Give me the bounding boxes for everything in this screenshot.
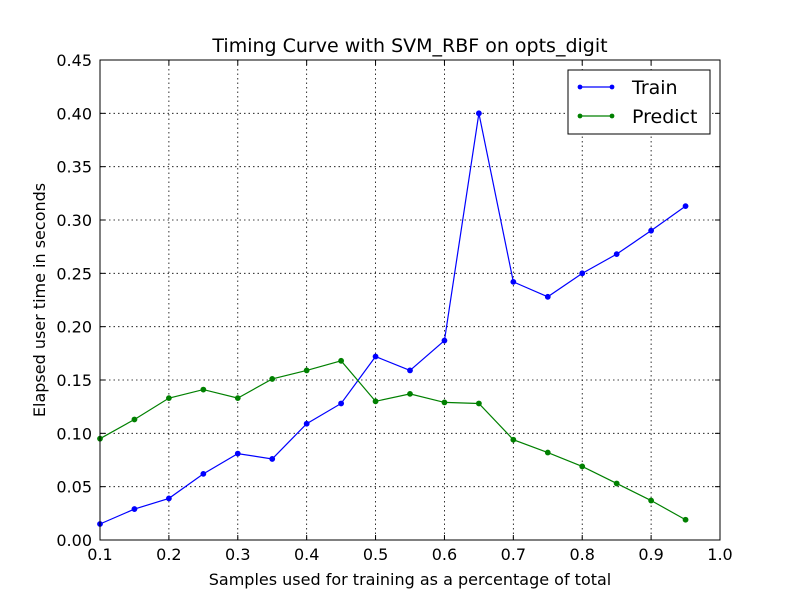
x-tick-label: 0.9 xyxy=(638,545,663,564)
data-point-predict xyxy=(579,463,586,470)
y-tick-label: 0.40 xyxy=(56,104,92,123)
series-line-predict xyxy=(99,360,686,521)
data-point-predict xyxy=(338,357,345,364)
data-point-train xyxy=(165,495,172,502)
y-tick-label: 0.00 xyxy=(56,531,92,550)
x-tick-label: 0.4 xyxy=(294,545,319,564)
series-predict xyxy=(97,357,689,523)
data-point-train xyxy=(131,506,138,512)
data-point-predict xyxy=(131,416,138,423)
data-point-predict xyxy=(510,436,517,443)
axis-ticks: 0.1 0.2 0.3 0.4 0.5 0.6 0.7 0.8 0.9 1.0 0.00 0.05 0.… xyxy=(56,51,732,564)
y-tick-label: 0.05 xyxy=(56,478,92,497)
plot-frame xyxy=(99,59,721,541)
x-axis-label: Samples used for training as a percentag… xyxy=(209,570,612,589)
x-tick-label: 0.5 xyxy=(363,545,388,564)
legend-marker-predict xyxy=(577,113,583,119)
series-train xyxy=(97,110,689,527)
x-tick-label: 0.1 xyxy=(87,545,112,564)
data-point-predict xyxy=(303,367,310,374)
data-point-predict xyxy=(441,399,448,406)
data-point-predict xyxy=(407,390,413,397)
data-point-train xyxy=(475,110,482,117)
series-layer xyxy=(97,110,689,527)
legend-box xyxy=(567,69,711,135)
y-tick-label: 0.25 xyxy=(56,264,92,283)
data-point-train xyxy=(613,251,620,258)
y-tick-label: 0.30 xyxy=(56,211,92,230)
legend: Train Predict xyxy=(567,69,711,135)
data-point-predict xyxy=(648,497,655,504)
data-point-predict xyxy=(613,480,620,487)
y-tick-label: 0.35 xyxy=(56,158,92,177)
x-tick-label: 0.6 xyxy=(432,545,457,564)
data-point-train xyxy=(234,450,241,457)
y-tick-label: 0.45 xyxy=(56,51,92,70)
y-tick-label: 0.10 xyxy=(56,424,92,443)
data-point-train xyxy=(544,293,551,300)
x-tick-label: 0.7 xyxy=(501,545,526,564)
data-point-train xyxy=(269,456,276,462)
grid-lines xyxy=(100,60,720,540)
data-point-train xyxy=(200,470,207,477)
data-point-train xyxy=(441,337,448,344)
y-tick-label: 0.15 xyxy=(56,371,92,390)
legend-label-predict: Predict xyxy=(632,106,697,128)
data-point-train xyxy=(510,278,517,285)
data-point-train xyxy=(372,353,379,360)
data-point-train xyxy=(648,227,655,234)
series-line-train xyxy=(99,113,686,525)
x-tick-label: 0.2 xyxy=(156,545,181,564)
legend-marker-predict xyxy=(609,113,615,119)
x-tick-label: 0.8 xyxy=(569,545,594,564)
data-point-predict xyxy=(234,395,241,402)
chart-title: Timing Curve with SVM_RBF on opts_digit xyxy=(211,35,607,57)
data-point-predict xyxy=(372,398,379,405)
data-point-train xyxy=(303,420,310,427)
data-point-train xyxy=(579,270,586,277)
data-point-predict xyxy=(200,386,207,393)
data-point-predict xyxy=(544,449,551,456)
y-tick-label: 0.20 xyxy=(56,318,92,337)
data-point-predict xyxy=(475,400,482,407)
x-tick-label: 0.3 xyxy=(225,545,250,564)
legend-marker-train xyxy=(609,84,615,90)
data-point-predict xyxy=(165,395,172,402)
data-point-train xyxy=(682,203,689,210)
legend-marker-train xyxy=(577,84,583,90)
data-point-predict xyxy=(682,516,689,523)
y-axis-label: Elapsed user time in seconds xyxy=(30,183,49,417)
data-point-train xyxy=(338,400,345,407)
x-tick-label: 1.0 xyxy=(707,545,732,564)
data-point-predict xyxy=(269,376,276,382)
data-point-train xyxy=(407,367,413,374)
legend-label-train: Train xyxy=(631,77,678,99)
